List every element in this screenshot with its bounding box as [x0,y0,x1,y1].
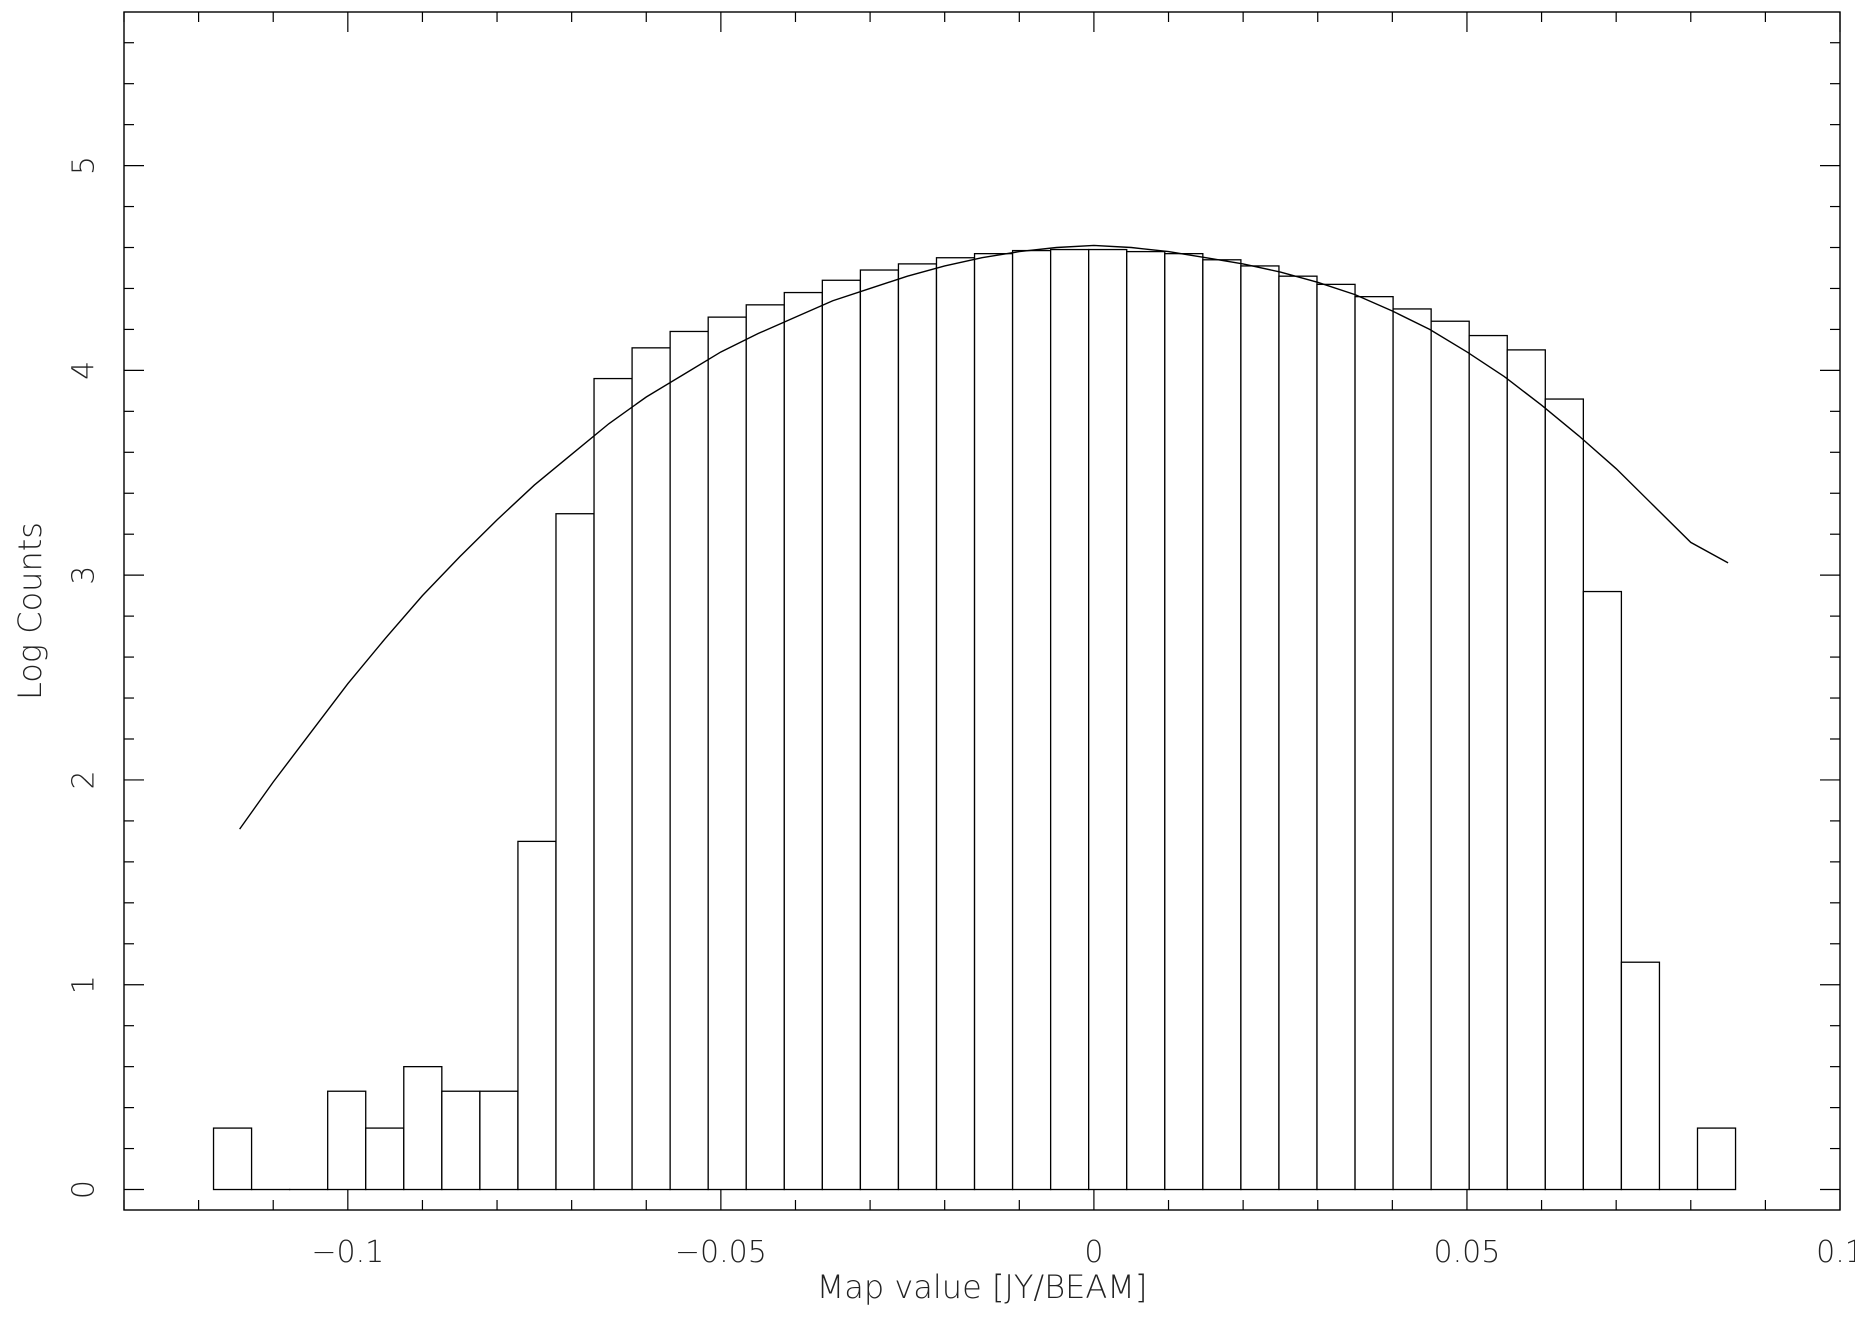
y-tick-label: 1 [67,975,102,994]
histogram-bar [1049,248,1090,1191]
histogram-bar [1011,249,1052,1191]
histogram-bar [935,257,976,1191]
histogram-bar [593,377,633,1191]
fit-curve [239,244,1729,830]
histogram-bar [897,263,938,1191]
tick-labels: −0.1 −0.05 0 0.05 0.1 0 1 2 3 4 5 [67,156,1855,1270]
histogram-bar [1354,296,1394,1191]
histogram-bar [1240,265,1280,1191]
y-tick-label: 3 [67,566,102,585]
histogram-bar [1316,283,1356,1191]
histogram-bar [669,330,709,1191]
histogram-bar [1430,320,1470,1191]
x-tick-label: 0 [1084,1235,1103,1270]
x-axis-title: Map value [JY/BEAM] [817,1268,1148,1306]
plot-frame [123,11,1841,1211]
histogram-bar [1468,334,1508,1191]
histogram-bar [783,291,823,1191]
histogram-bar [821,279,862,1191]
histogram-bar [1126,250,1166,1191]
y-axis-title: Log Counts [11,522,49,700]
histogram-bar [1620,961,1661,1191]
histogram-bar [212,1127,253,1191]
x-tick-label: −0.1 [311,1235,384,1270]
histogram-bar [1202,259,1242,1191]
histogram-bar [1278,275,1318,1191]
histogram-bar [1392,308,1432,1191]
y-tick-label: 0 [67,1180,102,1199]
histogram-bar [973,252,1014,1191]
histogram-bar [327,1090,367,1191]
histogram-bar [365,1127,405,1191]
histogram-bar [631,347,671,1191]
histogram-bar [859,269,900,1191]
axis-ticks [123,12,1841,1210]
histogram-bar [707,316,747,1191]
histogram-bar [745,304,785,1191]
histogram-bar [1544,398,1584,1191]
y-tick-label: 5 [67,156,102,175]
histogram-bar [555,513,595,1191]
x-tick-label: 0.05 [1434,1235,1501,1270]
histogram-bar [403,1065,443,1191]
histogram-bar [1506,349,1546,1191]
histogram-bar [1696,1127,1737,1191]
histogram-bar [441,1090,481,1191]
histogram-bar [517,840,557,1191]
y-tick-label: 2 [67,770,102,789]
x-tick-label: −0.05 [675,1235,767,1270]
histogram-bar [1164,252,1204,1191]
x-tick-label: 0.1 [1816,1235,1855,1270]
y-tick-label: 4 [67,361,102,380]
histogram-bars [212,248,1737,1191]
histogram-bar [1088,248,1128,1191]
histogram-bar [1582,590,1623,1191]
histogram-bar [479,1090,519,1191]
